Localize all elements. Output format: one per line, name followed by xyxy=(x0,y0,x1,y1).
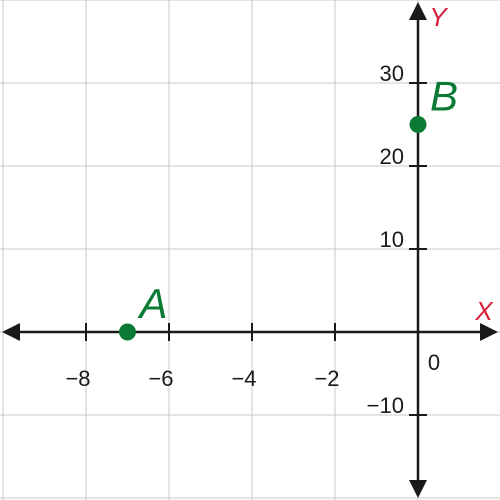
point-label-a: A xyxy=(137,280,168,327)
y-axis-label: Y xyxy=(429,2,448,32)
x-axis-label: X xyxy=(474,296,494,326)
ticks: −8 −6 −4 −2 −10 10 20 30 xyxy=(65,61,427,418)
y-tick-label: 10 xyxy=(380,227,404,252)
y-tick-label: 30 xyxy=(380,61,404,86)
y-axis-arrow-top xyxy=(409,2,427,20)
point-label-b: B xyxy=(430,73,458,120)
x-tick-label: −6 xyxy=(148,366,173,391)
point-a xyxy=(119,323,136,341)
axis-labels: X Y 0 xyxy=(428,2,494,375)
x-tick-label: −2 xyxy=(314,366,339,391)
x-axis-arrow-right xyxy=(480,323,498,341)
points: AB xyxy=(119,73,458,341)
origin-label: 0 xyxy=(428,350,440,375)
point-b xyxy=(409,116,427,133)
y-tick-label: −10 xyxy=(367,393,404,418)
x-tick-label: −4 xyxy=(231,366,256,391)
x-axis-arrow-left xyxy=(2,323,20,341)
x-tick-label: −8 xyxy=(65,366,90,391)
y-tick-label: 20 xyxy=(380,144,404,169)
y-axis-arrow-bottom xyxy=(409,480,427,498)
